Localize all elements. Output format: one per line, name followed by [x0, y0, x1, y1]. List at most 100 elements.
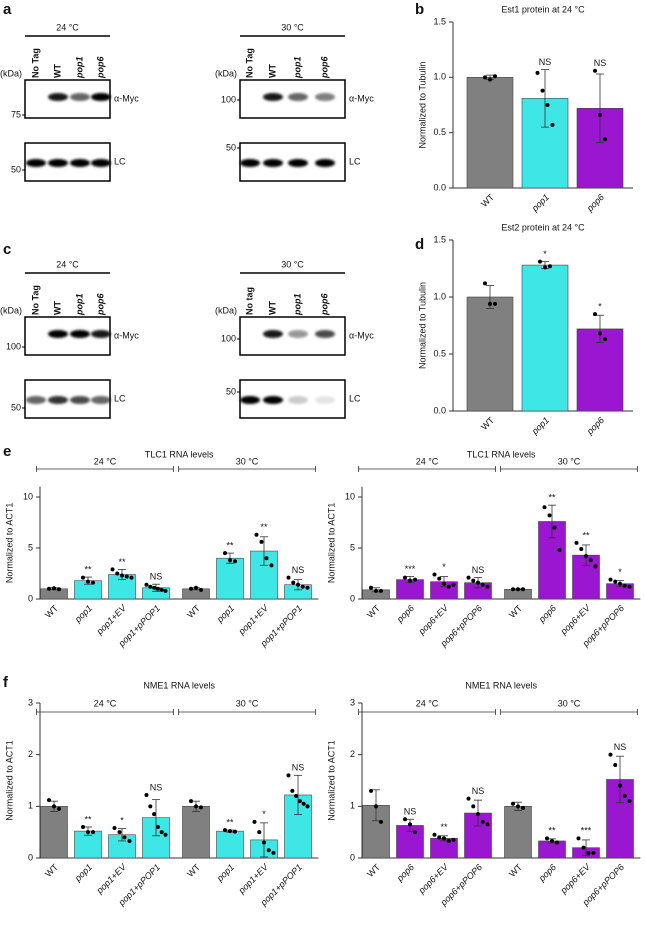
y-tick-label: 10 [23, 491, 33, 501]
x-tick-label: WT [507, 603, 524, 620]
data-point [511, 801, 515, 806]
data-point [485, 584, 490, 589]
chart-title: TLC1 RNA levels [467, 449, 536, 459]
band [263, 93, 283, 101]
y-tick-label: 0 [28, 593, 33, 603]
data-point [591, 850, 596, 855]
data-point [476, 580, 480, 585]
group-label: 30 °C [236, 698, 259, 708]
x-tick-label: WT [43, 862, 60, 879]
data-point [627, 799, 632, 804]
group-label: 30 °C [236, 456, 259, 466]
panel-label: e [3, 443, 11, 460]
band [288, 330, 308, 338]
data-point [451, 837, 456, 842]
band [240, 159, 260, 167]
data-point [233, 559, 237, 564]
group-label: 24 °C [94, 698, 117, 708]
data-point [516, 804, 520, 809]
y-tick-label: 1 [28, 801, 33, 811]
group-label: 30 °C [558, 456, 581, 466]
lane-label: No Tag [244, 48, 254, 78]
y-tick-label: 3 [350, 697, 355, 707]
data-point [47, 798, 51, 803]
band [91, 330, 111, 338]
bar [504, 806, 532, 859]
data-point [294, 794, 299, 798]
band [263, 330, 283, 338]
data-point [432, 832, 437, 837]
x-tick-label: WT [365, 862, 382, 879]
data-point [451, 582, 456, 587]
data-point [120, 573, 124, 578]
data-point [432, 572, 437, 577]
group-label: 24 °C [416, 456, 439, 466]
x-tick-label: pop1 [72, 862, 94, 884]
data-point [545, 836, 549, 841]
data-point [233, 829, 237, 834]
x-tick-label: WT [479, 415, 496, 432]
data-point [155, 825, 160, 829]
data-point [297, 799, 302, 804]
y-tick-label: 0.5 [433, 127, 446, 137]
data-point [57, 587, 61, 592]
band [26, 396, 46, 404]
lane-label: pop1 [292, 57, 302, 80]
x-tick-label: pop1+EV [94, 602, 129, 637]
band [315, 396, 335, 404]
significance: ** [84, 564, 92, 574]
data-point [466, 575, 471, 580]
x-tick-label: pop6 [584, 415, 606, 437]
data-point [466, 796, 471, 801]
x-tick-label: pop1 [214, 603, 236, 625]
significance: ** [582, 530, 590, 540]
panel-label: a [3, 1, 12, 18]
y-tick-label: 5 [350, 542, 355, 552]
data-point [547, 513, 552, 518]
y-tick-label: 2 [28, 749, 33, 759]
x-tick-label: WT [185, 603, 202, 620]
bar [466, 77, 514, 189]
significance: NS [594, 58, 607, 68]
data-point [408, 822, 412, 827]
panel-label: c [3, 241, 11, 258]
data-point [115, 571, 120, 576]
unit-label: (kDa) [215, 305, 237, 315]
data-point [480, 819, 485, 824]
y-tick-label: 0.0 [433, 405, 446, 415]
data-point [622, 794, 627, 798]
data-point [584, 554, 588, 559]
data-point [480, 582, 485, 587]
data-point [194, 585, 198, 590]
band [48, 159, 68, 167]
y-tick-label: 10 [345, 491, 355, 501]
data-point [374, 804, 378, 809]
data-point [550, 838, 554, 843]
bar [40, 806, 68, 859]
significance: * [618, 567, 622, 577]
band [240, 396, 260, 404]
size-marker: 50 [11, 164, 21, 174]
y-tick-label: 0 [350, 852, 355, 862]
data-point [155, 586, 160, 591]
data-point [618, 783, 622, 788]
x-tick-label: pop1+EV [94, 861, 129, 896]
antibody-label: α-Myc [114, 93, 139, 103]
data-point [301, 801, 306, 806]
x-tick-label: pop6+EV [558, 861, 593, 896]
data-point [535, 70, 540, 75]
bar [40, 588, 68, 600]
x-tick-label: WT [43, 603, 60, 620]
data-point [194, 804, 198, 809]
significance: ** [260, 522, 268, 532]
data-point [110, 567, 115, 572]
data-point [286, 773, 291, 778]
data-point [379, 588, 383, 593]
lane-label: WT [267, 64, 277, 78]
significance: NS [472, 565, 485, 575]
blot-header: 30 °C [281, 22, 304, 32]
lane-label: pop1 [292, 294, 302, 317]
chart-title: NME1 RNA levels [465, 680, 537, 690]
data-point [613, 763, 618, 767]
band [263, 396, 283, 404]
